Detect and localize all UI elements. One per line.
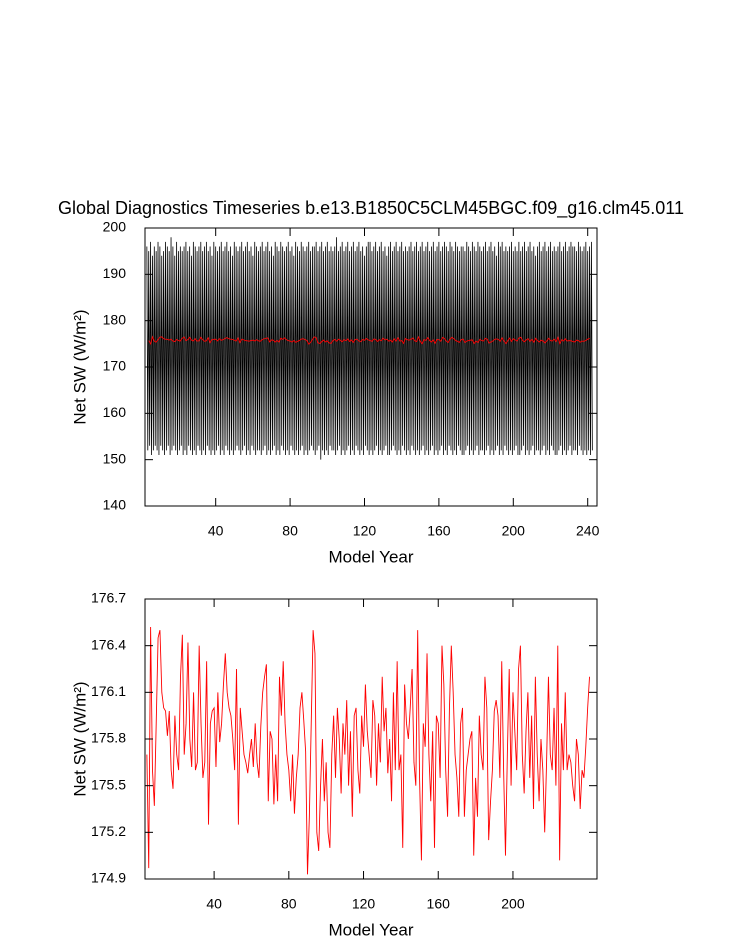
y-tick-label: 175.8 (91, 730, 126, 746)
y-tick-label: 175.2 (91, 823, 126, 839)
y-axis-title: Net SW (W/m²) (70, 681, 89, 796)
y-tick-label: 176.1 (91, 683, 126, 699)
y-tick-label: 176.7 (91, 590, 126, 606)
y-tick-label: 200 (103, 219, 127, 235)
y-tick-label: 176.4 (91, 636, 126, 652)
x-tick-label: 120 (352, 896, 376, 912)
y-tick-label: 140 (103, 497, 127, 513)
chart-title: Global Diagnostics Timeseries b.e13.B185… (58, 198, 684, 219)
x-tick-label: 40 (208, 523, 224, 539)
data-line (146, 626, 590, 875)
y-tick-label: 190 (103, 265, 127, 281)
y-tick-label: 175.5 (91, 776, 126, 792)
x-tick-label: 40 (206, 896, 222, 912)
y-tick-label: 180 (103, 311, 127, 327)
x-tick-label: 160 (427, 523, 451, 539)
y-tick-label: 150 (103, 450, 127, 466)
y-axis-title: Net SW (W/m²) (70, 309, 89, 424)
x-tick-label: 80 (282, 523, 298, 539)
x-tick-label: 200 (502, 523, 526, 539)
y-tick-label: 174.9 (91, 870, 126, 886)
x-axis-title: Model Year (328, 547, 413, 566)
data-line (148, 335, 590, 346)
data-line (146, 237, 593, 460)
x-tick-label: 200 (501, 896, 525, 912)
y-tick-label: 170 (103, 358, 127, 374)
x-axis-title: Model Year (328, 920, 413, 939)
x-tick-label: 120 (353, 523, 377, 539)
y-tick-label: 160 (103, 404, 127, 420)
x-tick-label: 160 (427, 896, 451, 912)
x-tick-label: 240 (576, 523, 600, 539)
x-tick-label: 80 (281, 896, 297, 912)
